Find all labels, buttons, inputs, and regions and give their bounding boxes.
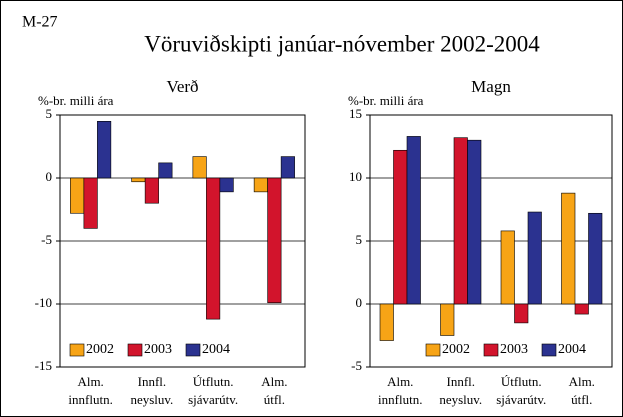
- x-tick-label: Útflutn. sjávarútv.: [188, 374, 238, 407]
- bar: [453, 137, 468, 305]
- figure-title: Vöruviðskipti janúar-nóvember 2002-2004: [144, 31, 540, 56]
- y-tick-label: -10: [35, 295, 52, 310]
- bar: [192, 156, 207, 179]
- y-tick-label: -5: [41, 232, 52, 247]
- x-tick-label-line: Innfl.: [138, 374, 167, 389]
- x-tick-label-line: Alm.: [261, 374, 287, 389]
- y-tick-label: 5: [356, 232, 363, 247]
- legend-swatch: [69, 343, 85, 357]
- bar: [70, 177, 85, 214]
- bar: [393, 149, 408, 305]
- legend-label: 2003: [144, 342, 172, 357]
- legend-label: 2004: [558, 342, 586, 357]
- x-tick-label-line: Alm.: [387, 374, 413, 389]
- legend-swatch: [541, 343, 557, 357]
- bar: [83, 177, 98, 229]
- bar: [144, 177, 159, 204]
- x-tick-label-line: Innfl.: [446, 374, 475, 389]
- x-tick-label-line: útfl.: [571, 392, 592, 407]
- bar: [219, 177, 234, 193]
- y-axis-label: %-br. milli ára: [348, 93, 424, 108]
- legend-label: 2002: [442, 342, 470, 357]
- bar: [280, 156, 295, 179]
- x-tick-label: Alm. útfl.: [569, 374, 595, 407]
- x-tick-label-line: innflutn.: [68, 392, 112, 407]
- bar: [588, 212, 603, 305]
- y-tick-label: 15: [349, 106, 362, 121]
- figure-label: M-27: [22, 14, 58, 31]
- bar: [561, 192, 576, 305]
- bar: [527, 211, 542, 305]
- bar: [467, 139, 482, 305]
- x-tick-label: Alm. útfl.: [261, 374, 287, 407]
- x-tick-label: Útflutn. sjávarútv.: [496, 374, 546, 407]
- bar: [574, 303, 589, 315]
- x-tick-label: Innfl. neysluv.: [439, 374, 482, 407]
- bar: [131, 177, 146, 183]
- bar: [500, 230, 515, 305]
- bar: [253, 177, 268, 193]
- plot-frame: [59, 114, 306, 368]
- bar: [158, 162, 173, 179]
- legend-label: 2003: [500, 342, 528, 357]
- x-tick-label-line: útfl.: [264, 392, 285, 407]
- bar: [267, 177, 282, 304]
- x-tick-label-line: Útflutn.: [501, 374, 542, 389]
- y-tick-label: -5: [351, 358, 362, 373]
- legend-swatch: [483, 343, 499, 357]
- y-axis-label: %-br. milli ára: [38, 93, 114, 108]
- y-tick-label: 0: [46, 169, 53, 184]
- x-tick-label-line: Útflutn.: [193, 374, 234, 389]
- x-tick-label-line: Alm.: [77, 374, 103, 389]
- panel-title: Verð: [166, 77, 198, 96]
- y-tick-label: 5: [46, 106, 53, 121]
- bar: [514, 303, 529, 324]
- y-tick-label: 0: [356, 295, 363, 310]
- legend-swatch: [127, 343, 143, 357]
- legend-swatch: [185, 343, 201, 357]
- legend-label: 2002: [86, 342, 114, 357]
- plot-frame: [369, 114, 613, 368]
- x-tick-label-line: neysluv.: [439, 392, 482, 407]
- panel-title: Magn: [471, 77, 511, 96]
- bar: [206, 177, 221, 320]
- bar: [379, 303, 394, 341]
- x-tick-label-line: Alm.: [569, 374, 595, 389]
- bar: [97, 121, 112, 179]
- legend-label: 2004: [202, 342, 230, 357]
- x-tick-label: Innfl. neysluv.: [130, 374, 173, 407]
- x-tick-label-line: sjávarútv.: [496, 392, 546, 407]
- x-tick-label-line: innflutn.: [378, 392, 422, 407]
- x-tick-label-line: sjávarútv.: [188, 392, 238, 407]
- x-tick-label-line: neysluv.: [130, 392, 173, 407]
- y-tick-label: -15: [35, 358, 52, 373]
- bar: [406, 136, 421, 305]
- legend-swatch: [425, 343, 441, 357]
- y-tick-label: 10: [349, 169, 362, 184]
- bar: [440, 303, 455, 336]
- x-tick-label: Alm. innflutn.: [68, 374, 112, 407]
- x-tick-label: Alm. innflutn.: [378, 374, 422, 407]
